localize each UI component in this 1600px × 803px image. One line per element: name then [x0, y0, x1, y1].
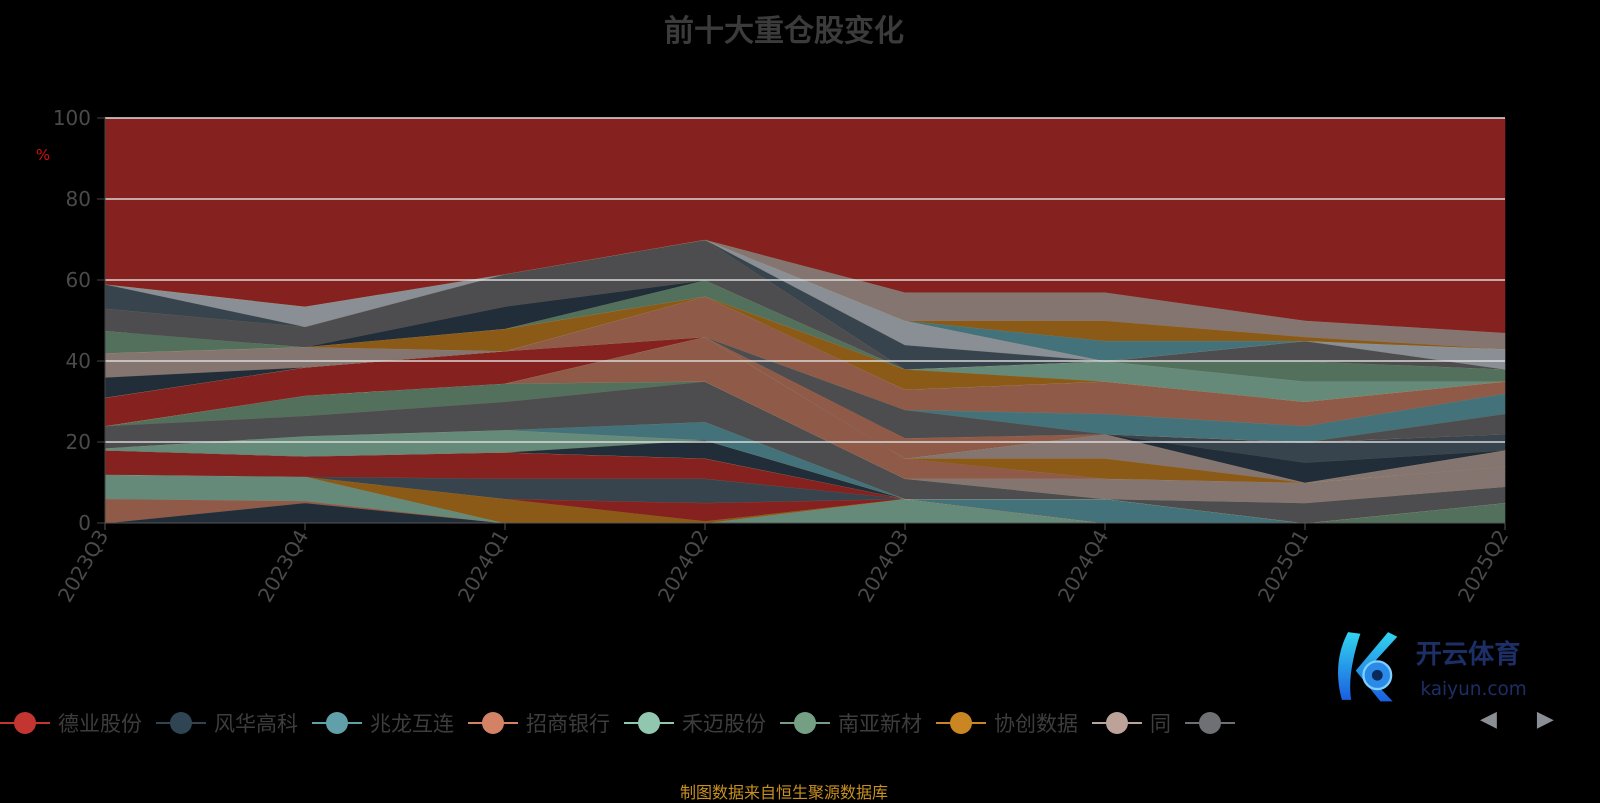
legend-item[interactable]: 协创数据 [936, 708, 1078, 738]
x-tick-label: 2024Q3 [853, 526, 913, 607]
y-axis-label: % [36, 146, 50, 164]
legend-marker-icon [0, 711, 50, 735]
legend-label: 南亚新材 [838, 712, 922, 736]
x-tick-label: 2024Q4 [1053, 526, 1113, 607]
legend-item[interactable]: 禾迈股份 [624, 708, 766, 738]
legend-next-icon[interactable]: ▶ [1536, 707, 1554, 732]
x-tick-label: 2023Q3 [53, 526, 113, 607]
legend-marker-icon [1185, 711, 1235, 735]
y-tick-label: 60 [66, 268, 91, 292]
legend-label: 德业股份 [58, 712, 142, 736]
watermark-domain: kaiyun.com [1420, 679, 1526, 700]
legend-marker-icon [936, 711, 986, 735]
legend-label: 风华高科 [214, 712, 298, 736]
y-tick-label: 20 [66, 430, 91, 454]
legend-item[interactable]: 南亚新材 [780, 708, 922, 738]
y-tick-label: 80 [66, 187, 91, 211]
legend-marker-icon [624, 711, 674, 735]
legend-item[interactable] [1185, 711, 1243, 735]
legend-pager[interactable]: ◀ ▶ [1480, 707, 1554, 732]
legend-item[interactable]: 风华高科 [156, 708, 298, 738]
legend-label: 协创数据 [994, 712, 1078, 736]
y-tick-label: 100 [53, 106, 91, 130]
watermark-name: 开云体育 [1416, 639, 1521, 670]
y-tick-label: 40 [66, 349, 91, 373]
legend-label: 同 [1150, 712, 1171, 736]
kaiyun-logo-icon: 开云体育 kaiyun.com [1338, 632, 1527, 702]
x-tick-label: 2025Q1 [1253, 526, 1313, 607]
x-tick-label: 2025Q2 [1453, 526, 1513, 607]
legend-marker-icon [468, 711, 518, 735]
watermark-logo: 开云体育 kaiyun.com [1325, 626, 1595, 706]
x-tick-label: 2024Q1 [453, 526, 513, 607]
x-tick-label: 2023Q4 [253, 526, 313, 607]
legend-marker-icon [1092, 711, 1142, 735]
x-tick-label: 2024Q2 [653, 526, 713, 607]
legend-prev-icon[interactable]: ◀ [1480, 707, 1497, 732]
y-tick-label: 0 [78, 511, 91, 535]
legend-label: 禾迈股份 [682, 712, 766, 736]
legend-label: 招商银行 [526, 712, 610, 736]
legend-marker-icon [156, 711, 206, 735]
legend-item[interactable]: 招商银行 [468, 708, 610, 738]
legend: 德业股份 风华高科 兆龙互连 招商银行 禾迈股份 南亚新材 协创数据 同 [0, 708, 1257, 738]
data-source-note: 制图数据来自恒生聚源数据库 [679, 783, 888, 802]
grid-lines [105, 117, 1505, 443]
legend-item[interactable]: 同 [1092, 708, 1171, 738]
legend-item[interactable]: 兆龙互连 [312, 708, 454, 738]
area-series-group [104, 117, 1506, 524]
legend-item[interactable]: 德业股份 [0, 708, 142, 738]
legend-marker-icon [312, 711, 362, 735]
legend-label: 兆龙互连 [370, 712, 454, 736]
chart-title: 前十大重仓股变化 [664, 14, 904, 49]
legend-marker-icon [780, 711, 830, 735]
